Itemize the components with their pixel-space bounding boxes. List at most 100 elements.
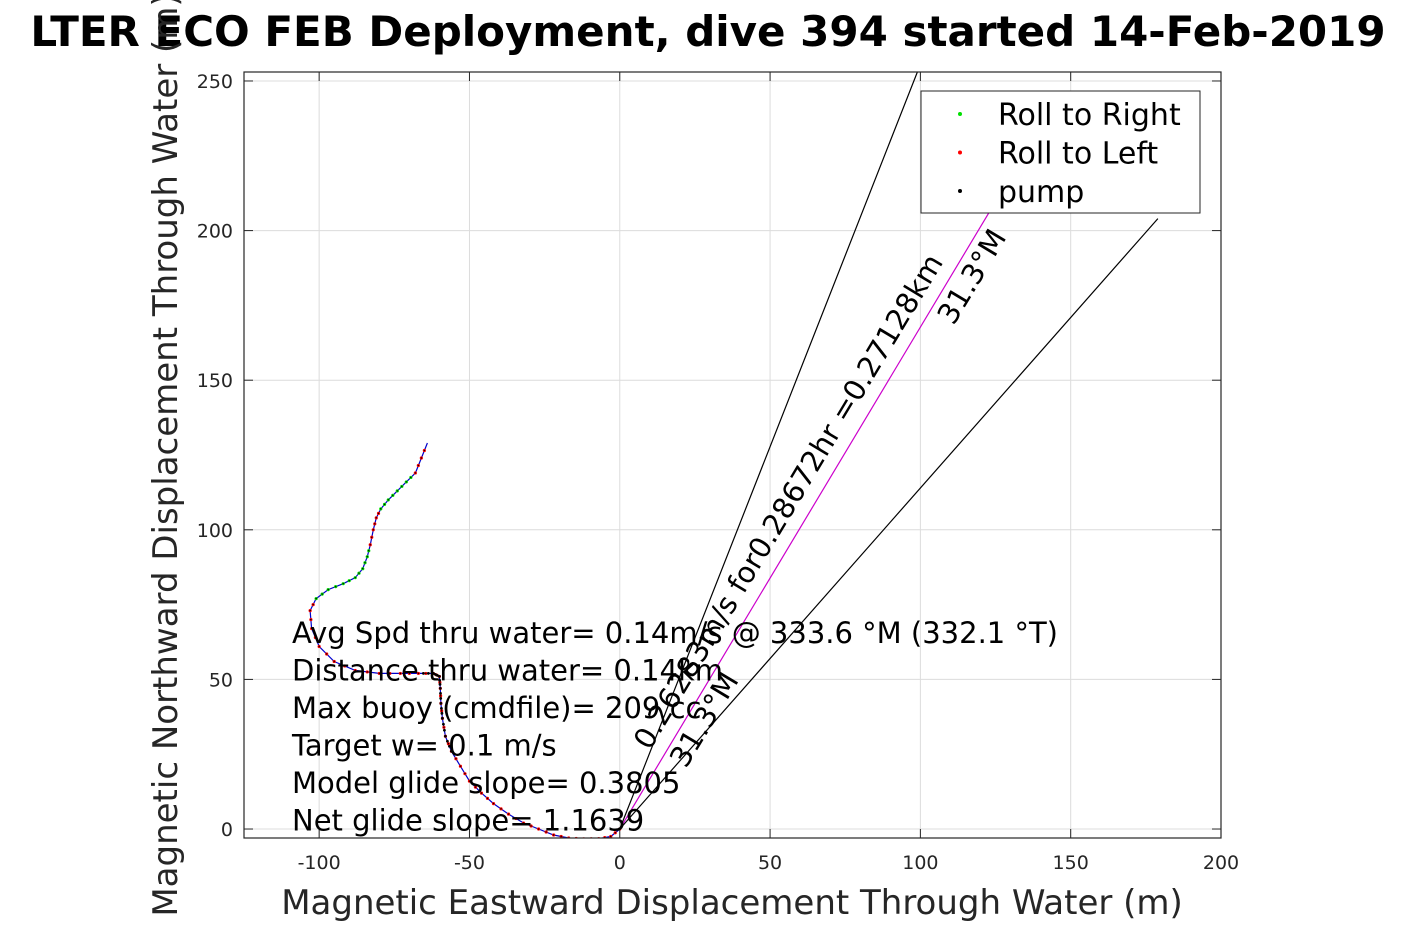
y-tick-label: 100 [197, 520, 233, 542]
pump-point [368, 550, 370, 552]
pump-point [464, 772, 466, 775]
pump-point [439, 691, 442, 695]
x-tick-label: 0 [614, 852, 626, 874]
heading-line [619, 218, 1159, 830]
pump-point [522, 822, 525, 824]
pump-point [439, 695, 442, 697]
pump-point [417, 464, 420, 467]
pump-point [420, 457, 423, 459]
pump-point [344, 665, 346, 667]
pump-point [423, 449, 426, 452]
pump-point [444, 734, 447, 738]
pump-point [468, 780, 471, 782]
x-tick-label: 100 [902, 852, 938, 874]
x-tick-label: -50 [454, 852, 485, 874]
pump-point [408, 672, 411, 675]
pump-point [480, 792, 483, 794]
annotation-line: Net glide slope= 1.1639 [292, 804, 644, 838]
pump-point [507, 813, 510, 815]
pump-point [405, 481, 408, 483]
pump-point [425, 672, 427, 675]
pump-point [610, 835, 612, 838]
heading-line [619, 72, 918, 830]
annotation-line: Model glide slope= 0.3805 [292, 766, 680, 800]
pump-point [440, 710, 443, 712]
x-tick-label: -100 [298, 852, 341, 874]
pump-point [364, 562, 366, 564]
pump-point [401, 485, 403, 488]
pump-point [377, 512, 380, 515]
annotation-line: Distance thru water= 0.14km [292, 654, 723, 688]
chart-title: LTER ECO FEB Deployment, dive 394 starte… [30, 7, 1385, 56]
legend-label: Roll to Left [998, 137, 1158, 172]
pump-point [441, 716, 444, 720]
pump-point [440, 711, 444, 715]
annotation-line: Max buoy (cmdfile)= 209 cc [292, 691, 701, 725]
pump-point [560, 835, 562, 838]
pump-point [447, 743, 450, 745]
pump-point [369, 544, 371, 546]
pump-point [459, 765, 462, 767]
x-tick-label: 150 [1053, 852, 1089, 874]
pump-point [421, 672, 425, 675]
legend-marker [958, 112, 962, 116]
pump-point [446, 739, 449, 743]
pump-point [366, 671, 368, 673]
dive-annotations: Avg Spd thru water= 0.14m/s @ 333.6 °M (… [291, 616, 1058, 838]
pump-point [486, 797, 489, 800]
pump-point [431, 672, 435, 675]
pump-point [374, 523, 376, 525]
pump-point [492, 802, 495, 805]
annotation-line: Target w= 0.1 m/s [291, 729, 557, 763]
pump-point [378, 672, 380, 675]
pump-point [537, 828, 540, 830]
pump-point [321, 593, 323, 595]
pump-point [387, 499, 389, 501]
pump-point [315, 597, 317, 600]
legend-box [920, 90, 1201, 214]
pump-point [530, 825, 532, 827]
legend-marker [958, 150, 962, 155]
pump-point [342, 582, 344, 585]
pump-point [439, 681, 441, 684]
pump-point [414, 472, 417, 474]
pump-point [309, 609, 311, 612]
pump-point [438, 679, 442, 682]
pump-point [334, 585, 337, 588]
pump-point [333, 660, 335, 663]
pump-point [383, 503, 386, 506]
pump-point [439, 701, 443, 705]
pump-point [552, 834, 555, 836]
pump-point [310, 627, 313, 630]
heading-lines [619, 72, 1159, 830]
pump-point [380, 508, 382, 510]
pump-point [410, 476, 412, 479]
y-tick-label: 150 [197, 370, 233, 392]
pump-point [366, 556, 368, 558]
pump-point [358, 572, 360, 574]
pump-point [396, 490, 399, 492]
pump-point [438, 686, 442, 690]
legend-label: pump [998, 175, 1084, 210]
axes-box [243, 71, 1222, 839]
x-tick-label: 200 [1203, 852, 1239, 874]
pump-point [354, 669, 356, 672]
pump-point [443, 728, 446, 732]
pump-point [443, 726, 445, 728]
pump-point [325, 653, 328, 655]
pump-point [314, 636, 317, 639]
pump-point [372, 529, 374, 531]
pump-point [312, 603, 314, 606]
x-tick-label: 50 [758, 852, 782, 874]
pump-point [426, 672, 430, 675]
pump-point [500, 808, 502, 810]
pump-point [474, 786, 477, 788]
pump-point [348, 579, 350, 582]
pump-point [450, 749, 453, 753]
pump-point [440, 706, 443, 710]
heading-line [619, 206, 994, 830]
y-axis-label: Magnetic Northward Displacement Through … [146, 0, 186, 917]
y-tick-label: 0 [221, 819, 233, 841]
glider-track [308, 442, 622, 838]
